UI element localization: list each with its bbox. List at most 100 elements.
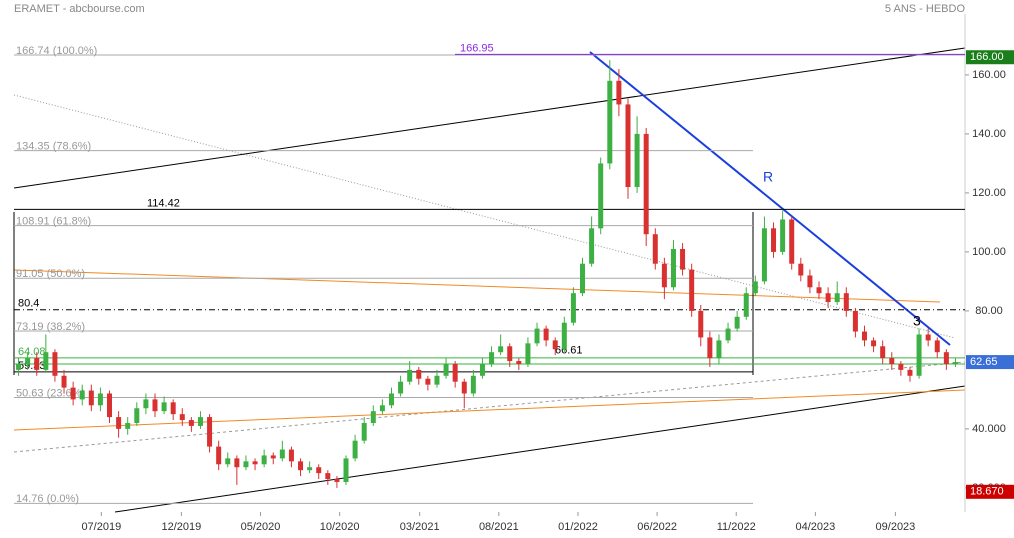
candle-body: [461, 381, 467, 394]
candle-body: [416, 369, 422, 379]
candle-body: [43, 352, 49, 370]
candle-body: [16, 363, 22, 370]
candle-body: [243, 461, 249, 468]
candle-body: [252, 461, 258, 465]
candle-body: [507, 346, 513, 362]
level-label: 114.42: [147, 197, 180, 209]
candle-body: [207, 417, 213, 447]
price-tag-label: 166.00: [970, 51, 1004, 63]
x-tick-label: 09/2023: [876, 521, 916, 533]
candle-body: [270, 455, 276, 459]
orange-line: [13, 389, 966, 431]
candle-body: [434, 375, 440, 385]
candle-body: [789, 219, 795, 264]
candle-body: [834, 293, 840, 303]
candle-body: [343, 458, 349, 482]
price-tag-label: 18.670: [970, 486, 1004, 498]
fib-label: 73.19 (38.2%): [16, 321, 85, 333]
level-label: 66.61: [555, 344, 583, 356]
y-tick-label: 140.00: [972, 128, 1006, 140]
candle-body: [607, 80, 613, 164]
level-label: 80.4: [18, 298, 39, 310]
candle-body: [361, 422, 367, 441]
candle-body: [516, 361, 522, 364]
price-tag: [966, 484, 1014, 499]
candle-body: [79, 390, 85, 400]
candle-body: [52, 352, 58, 376]
candle-body: [143, 399, 149, 409]
candle-body: [652, 234, 658, 264]
level-label: 59.33: [18, 360, 46, 372]
candle-body: [388, 393, 394, 406]
candle-body: [943, 352, 949, 364]
candle-body: [443, 363, 449, 376]
candle-body: [589, 228, 595, 264]
candle-body: [352, 440, 358, 459]
fib-label: 91.05 (50.0%): [16, 268, 85, 280]
drawings: [13, 14, 966, 513]
candle-body: [780, 219, 786, 252]
channel-line: [13, 47, 966, 189]
candle-body: [379, 405, 385, 412]
candle-body: [407, 369, 413, 382]
y-tick-label: 160.00: [972, 69, 1006, 81]
price-tag: [966, 355, 1014, 370]
candle-body: [116, 417, 122, 429]
candle-body: [525, 343, 531, 364]
candle-body: [843, 293, 849, 311]
candle-body: [34, 358, 40, 370]
trend-line: [13, 94, 956, 339]
candle-body: [489, 352, 495, 364]
resistance-line: [589, 51, 951, 346]
candle-body: [298, 461, 304, 471]
candle-body: [216, 446, 222, 465]
candle-body: [916, 334, 922, 376]
candle-body: [97, 393, 103, 406]
fib-label: 108.91 (61.8%): [16, 216, 91, 228]
x-tick-label: 06/2022: [637, 521, 677, 533]
fib-label: 166.74 (100.0%): [16, 45, 97, 57]
x-tick-label: 11/2022: [717, 521, 756, 533]
candle-body: [889, 358, 895, 364]
candle-body: [761, 228, 767, 282]
candle-body: [125, 422, 131, 429]
fib-label: 50.63 (23.6%): [16, 387, 85, 399]
candle-body: [279, 449, 285, 459]
candle-body: [25, 358, 31, 364]
x-tick-label: 01/2022: [558, 521, 598, 533]
candle-body: [570, 293, 576, 323]
candle-body: [634, 133, 640, 188]
candle-body: [698, 310, 704, 338]
candle-body: [197, 417, 203, 426]
candle-body: [70, 387, 76, 400]
candle-body: [88, 390, 94, 406]
candle-body: [479, 363, 485, 376]
candle-body: [680, 248, 686, 270]
candle-body: [452, 363, 458, 382]
candle-body: [716, 340, 722, 359]
channel-line: [114, 385, 966, 513]
x-tick-label: 12/2019: [161, 521, 201, 533]
candle-body: [734, 316, 740, 329]
candle-body: [179, 414, 185, 421]
candle-body: [107, 393, 113, 418]
candle-body: [534, 328, 540, 344]
candle-body: [661, 263, 667, 288]
level-label: 166.95: [460, 42, 494, 54]
price-tag: [966, 50, 1014, 65]
candle-body: [288, 449, 294, 462]
candle-body: [325, 473, 331, 480]
candle-body: [61, 375, 67, 388]
fib-label: 14.76 (0.0%): [16, 493, 79, 505]
candle-body: [907, 369, 913, 376]
candle-body: [552, 340, 558, 350]
candle-body: [161, 402, 167, 412]
candle-body: [825, 293, 831, 303]
y-tick-label: 120.00: [972, 187, 1006, 199]
candle-body: [798, 263, 804, 276]
candle-body: [707, 337, 713, 359]
x-tick-label: 07/2019: [81, 521, 121, 533]
candle-body: [543, 328, 549, 341]
x-tick-label: 05/2020: [241, 521, 281, 533]
